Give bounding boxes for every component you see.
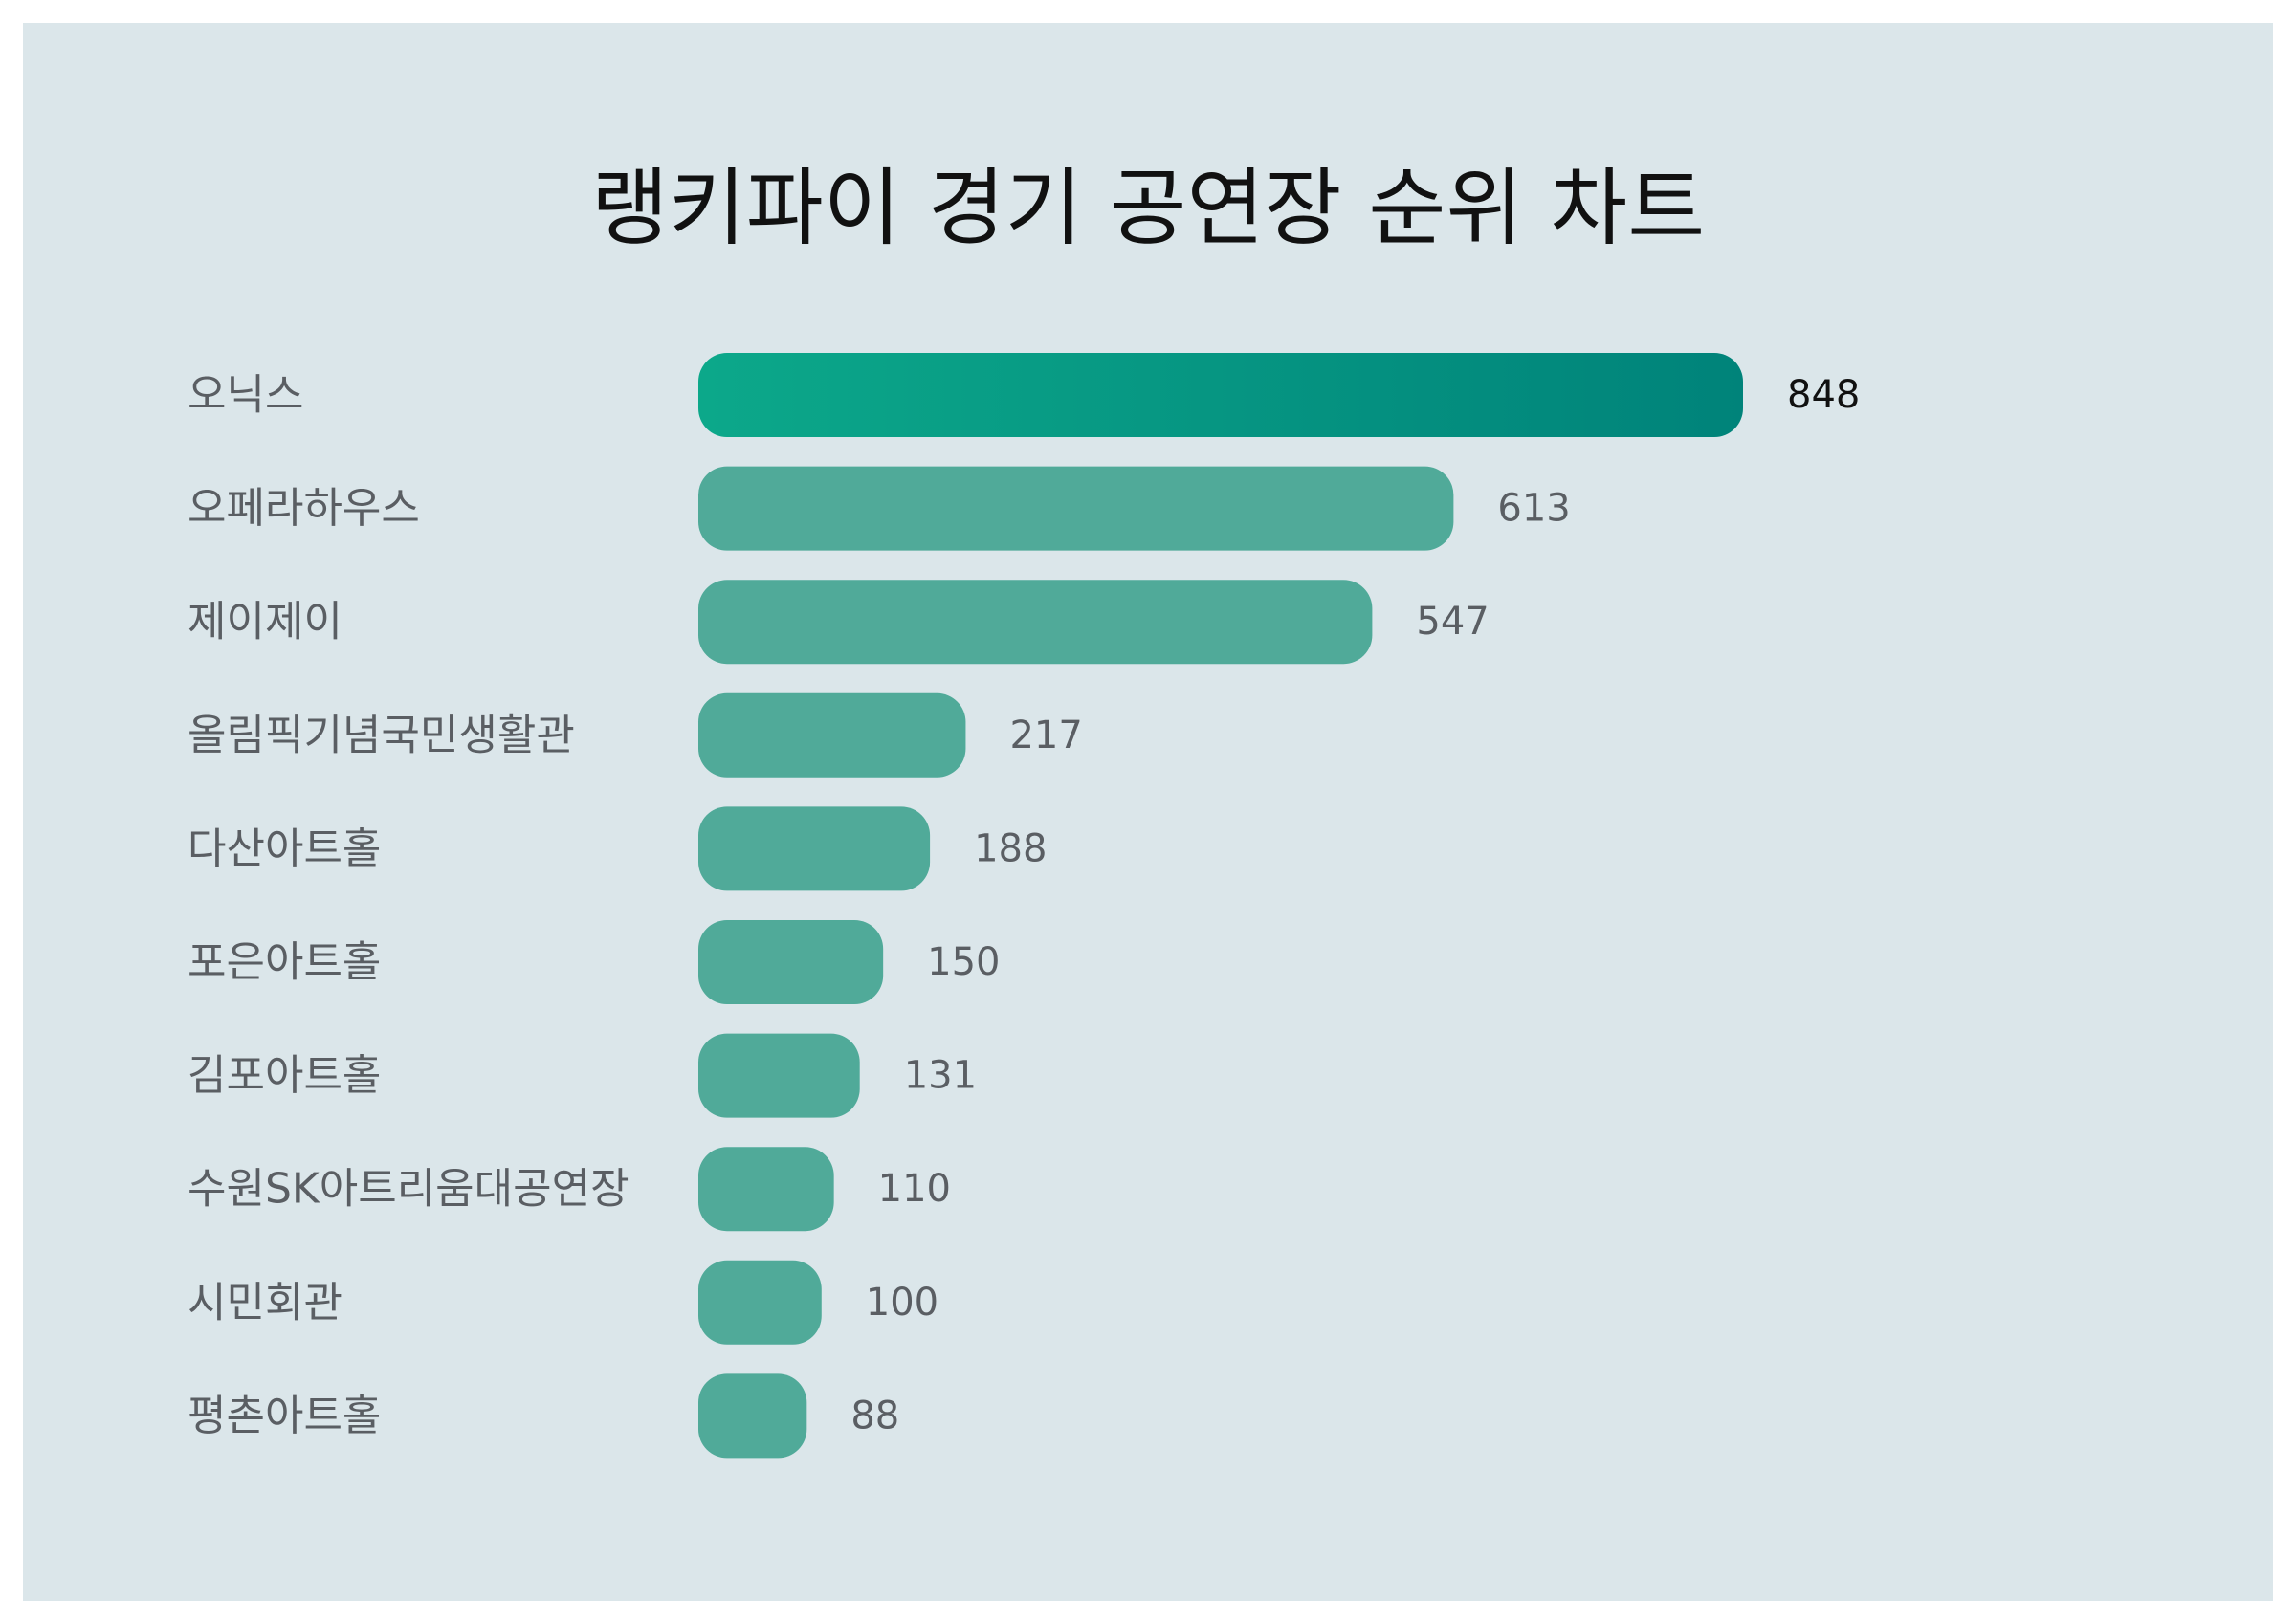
value-label: 217 [1009,713,1082,757]
value-label: 547 [1416,600,1489,644]
category-label: 오닉스 [188,371,303,420]
value-label: 613 [1497,487,1570,531]
category-label: 김포아트홀 [188,1051,381,1100]
bar [698,1147,834,1232]
bar-chart: 오닉스 848 오페라하우스 613 제이제이 547 올림픽기념국민생활관 217 다산아트홀… [188,353,1860,1459]
chart-title: 랭키파이 경기 공연장 순위 차트 [590,159,1706,257]
value-label: 150 [927,940,1000,984]
bar [698,806,931,891]
bar [698,1260,822,1345]
bar [698,466,1454,551]
chart-panel: 랭키파이 경기 공연장 순위 차트 오닉스 848 오페라하우스 613 제이제이 547… [23,23,2273,1601]
category-label: 포은아트홀 [188,938,381,987]
value-label: 110 [878,1167,951,1211]
category-label: 평촌아트홀 [188,1392,381,1440]
bar [698,1373,807,1459]
bar [698,692,966,778]
value-label: 100 [866,1281,938,1325]
value-label: 131 [904,1054,977,1098]
bar [698,353,1743,437]
value-label: 88 [850,1394,899,1437]
category-label: 오페라하우스 [188,484,420,533]
category-label: 올림픽기념국민생활관 [188,711,575,759]
bar [698,1033,860,1118]
value-label: 188 [974,826,1047,870]
category-label: 제이제이 [188,598,342,647]
value-label: 848 [1787,373,1860,417]
bar [698,920,884,1004]
bar [698,580,1373,665]
category-label: 다산아트홀 [188,824,381,873]
category-label: 시민회관 [188,1278,342,1327]
category-label: 수원SK아트리움대공연장 [188,1165,629,1214]
